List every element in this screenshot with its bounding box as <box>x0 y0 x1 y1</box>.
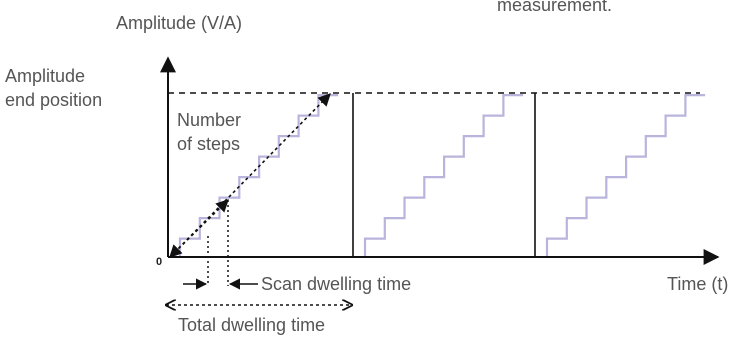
end-position-label-line2: end position <box>5 90 102 110</box>
end-position-label-line1: Amplitude <box>5 66 85 86</box>
staircase-period-2 <box>363 94 524 257</box>
first-step-arrow <box>169 199 229 258</box>
total-dwell-label: Total dwelling time <box>178 315 325 335</box>
y-axis-label: Amplitude (V/A) <box>116 13 242 33</box>
steps-label-line2: of steps <box>177 134 240 154</box>
x-axis-label: Time (t) <box>667 274 728 294</box>
top-cut-text: measurement. <box>497 0 612 15</box>
staircase-period-3 <box>545 94 706 257</box>
staircase-group <box>178 94 706 257</box>
origin-label: 0 <box>156 256 162 268</box>
scan-dwell-label: Scan dwelling time <box>261 274 411 294</box>
steps-label-line1: Number <box>177 110 241 130</box>
